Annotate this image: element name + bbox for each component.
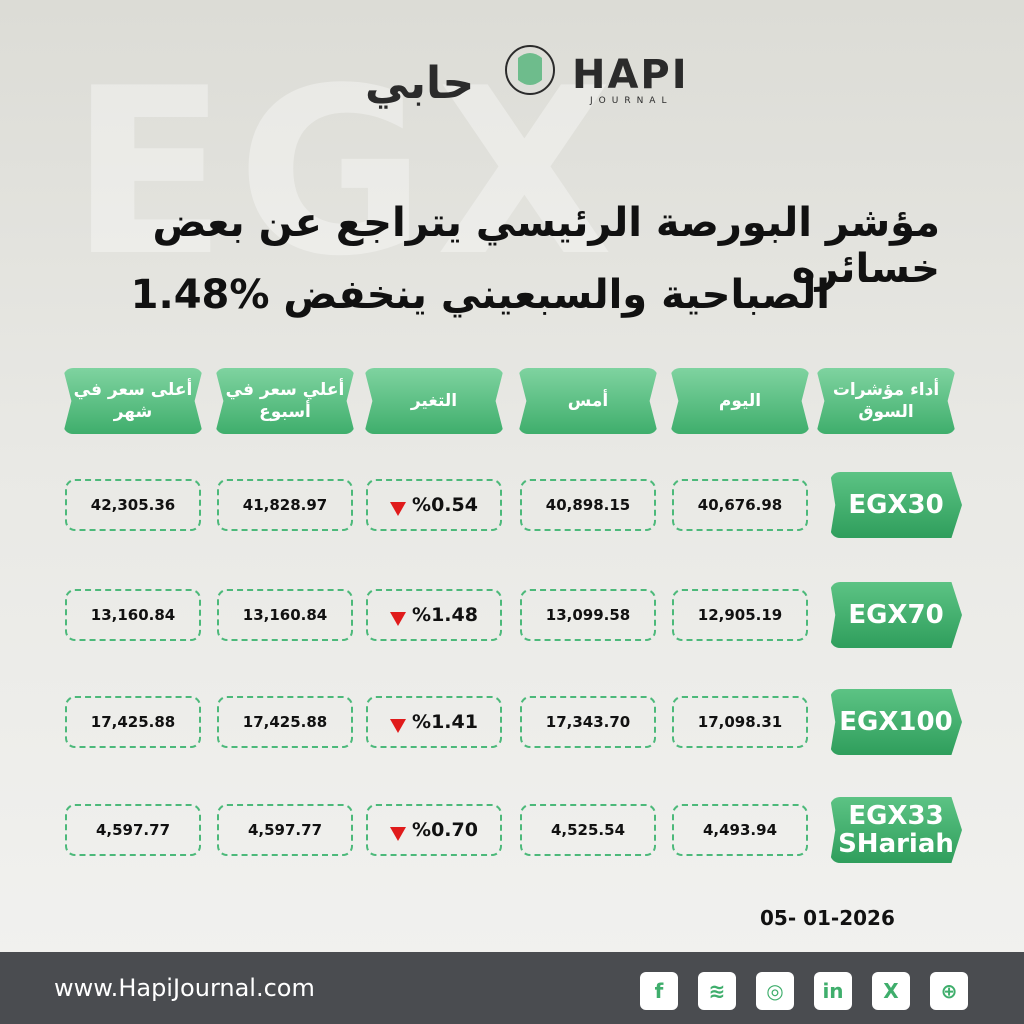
change-value: %1.41 [412,711,478,733]
x-icon[interactable]: X [872,972,910,1010]
change-cell: %1.41 [366,696,502,748]
column-header: أعلي سعر في أسبوع [215,368,355,434]
value-cell: 40,898.15 [520,479,656,531]
value-cell: 17,343.70 [520,696,656,748]
column-header: التغير [364,368,504,434]
value-cell: 42,305.36 [65,479,201,531]
column-header: أعلى سعر في شهر [63,368,203,434]
index-name: EGX33 SHariah [830,797,962,863]
value-cell: 13,160.84 [65,589,201,641]
value-cell: 4,493.94 [672,804,808,856]
logo-english: HAPI [572,52,689,98]
linkedin-icon[interactable]: in [814,972,852,1010]
logo-subtitle: JOURNAL [590,96,673,106]
down-arrow [390,719,407,733]
dribbble-icon[interactable]: ⊕ [930,972,968,1010]
index-name: EGX70 [830,582,962,648]
down-arrow [390,827,407,841]
change-value: %1.48 [412,604,478,626]
value-cell: 12,905.19 [672,589,808,641]
value-cell: 17,098.31 [672,696,808,748]
index-name: EGX100 [830,689,962,755]
column-header: أداء مؤشرات السوق [816,368,956,434]
value-cell: 4,597.77 [65,804,201,856]
change-cell: %0.54 [366,479,502,531]
instagram-icon[interactable]: ◎ [756,972,794,1010]
date: 05- 01-2026 [760,906,895,930]
website-url: www.HapiJournal.com [54,974,315,1002]
change-value: %0.54 [412,494,478,516]
index-name: EGX30 [830,472,962,538]
spotify-icon[interactable]: ≋ [698,972,736,1010]
value-cell: 17,425.88 [65,696,201,748]
logo-emblem [505,45,555,95]
change-cell: %1.48 [366,589,502,641]
column-header: اليوم [670,368,810,434]
facebook-icon[interactable]: f [640,972,678,1010]
change-cell: %0.70 [366,804,502,856]
value-cell: 40,676.98 [672,479,808,531]
down-arrow [390,612,407,626]
logo-arabic: حابي [365,58,475,109]
title-line: مؤشر البورصة الرئيسي يتراجع عن بعض خسائر… [152,200,940,292]
background-decoration: EGX [70,40,624,307]
value-cell: 41,828.97 [217,479,353,531]
footer [0,952,1024,1024]
change-value: %0.70 [412,819,478,841]
title-line: الصباحية والسبعيني ينخفض %1.48 [130,272,830,318]
value-cell: 4,525.54 [520,804,656,856]
value-cell: 13,099.58 [520,589,656,641]
value-cell: 17,425.88 [217,696,353,748]
value-cell: 4,597.77 [217,804,353,856]
value-cell: 13,160.84 [217,589,353,641]
column-header: أمس [518,368,658,434]
down-arrow [390,502,407,516]
